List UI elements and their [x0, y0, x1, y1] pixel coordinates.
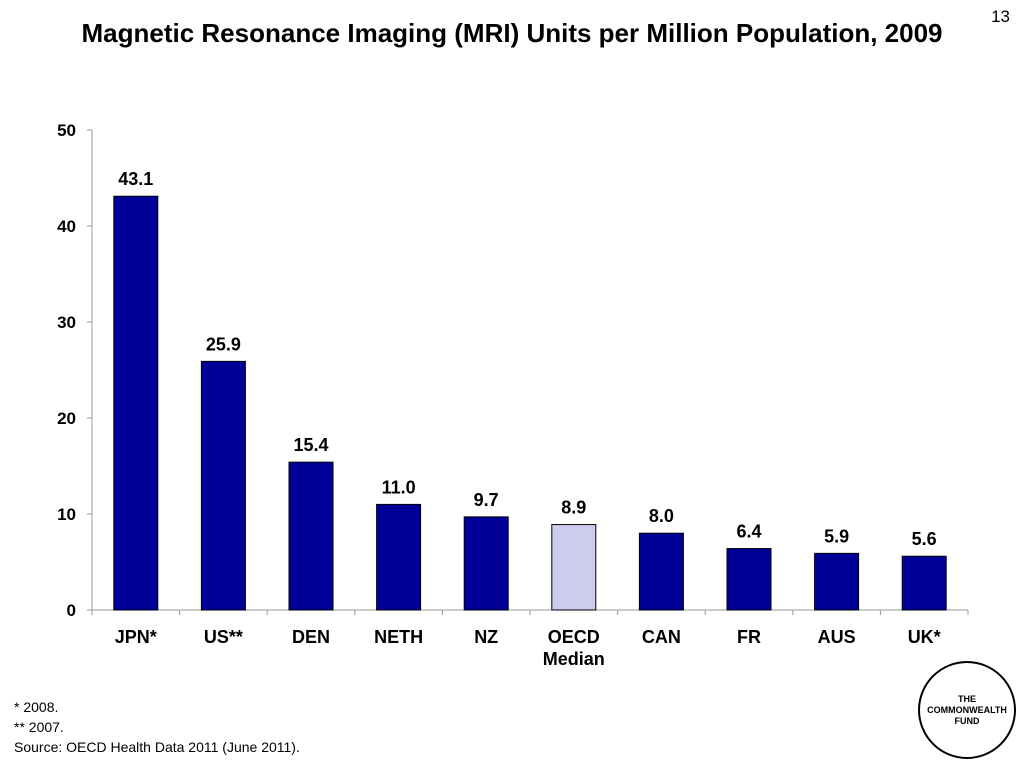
x-tick-label: OECD — [548, 627, 600, 647]
footnote-2007: ** 2007. — [14, 719, 64, 735]
data-label: 8.9 — [561, 498, 586, 518]
bar — [200, 360, 246, 611]
y-tick-label: 50 — [57, 121, 76, 140]
x-tick-label: FR — [737, 627, 761, 647]
x-tick-label: Median — [543, 649, 605, 669]
data-label: 43.1 — [118, 169, 153, 189]
x-tick-label: JPN* — [115, 627, 157, 647]
bar — [113, 195, 159, 611]
logo-line-2: COMMONWEALTH — [927, 704, 1007, 715]
data-label: 9.7 — [474, 490, 499, 510]
bar — [288, 461, 334, 611]
data-label: 5.9 — [824, 526, 849, 546]
bar — [376, 503, 422, 611]
x-tick-label: UK* — [908, 627, 941, 647]
logo-line-1: THE — [957, 693, 976, 704]
y-tick-label: 20 — [57, 409, 76, 428]
y-tick-label: 10 — [57, 505, 76, 524]
x-tick-label: DEN — [292, 627, 330, 647]
bar-chart: 0 10 20 30 40 50 43.1 JPN* 25.9 US** 15.4 DEN 11.0 NE… — [57, 121, 969, 669]
y-tick-label: 30 — [57, 313, 76, 332]
x-tick-label: NZ — [474, 627, 498, 647]
footnote-2008: * 2008. — [14, 699, 59, 715]
x-tick-label: AUS — [818, 627, 856, 647]
data-label: 5.6 — [912, 529, 937, 549]
x-tick-label: US** — [204, 627, 243, 647]
data-label: 25.9 — [206, 334, 241, 354]
data-label: 8.0 — [649, 506, 674, 526]
bar — [551, 524, 597, 611]
bar — [901, 555, 947, 611]
y-tick-label: 0 — [67, 601, 76, 620]
chart-title: Magnetic Resonance Imaging (MRI) Units p… — [81, 18, 943, 48]
bar — [726, 548, 772, 611]
logo-line-3: FUND — [954, 715, 980, 726]
commonwealth-fund-logo: THE COMMONWEALTH FUND — [918, 661, 1016, 759]
footnotes: * 2008. ** 2007. Source: OECD Health Dat… — [14, 697, 300, 757]
x-tick-label: CAN — [642, 627, 681, 647]
bar — [638, 532, 684, 611]
y-tick-label: 40 — [57, 217, 76, 236]
data-label: 6.4 — [736, 522, 761, 542]
data-label: 11.0 — [382, 477, 416, 497]
x-tick-label: NETH — [374, 627, 423, 647]
data-label: 15.4 — [293, 435, 328, 455]
bar — [814, 552, 860, 611]
bar — [463, 516, 509, 611]
source-note: Source: OECD Health Data 2011 (June 2011… — [14, 739, 300, 755]
slide-number: 13 — [991, 7, 1010, 26]
